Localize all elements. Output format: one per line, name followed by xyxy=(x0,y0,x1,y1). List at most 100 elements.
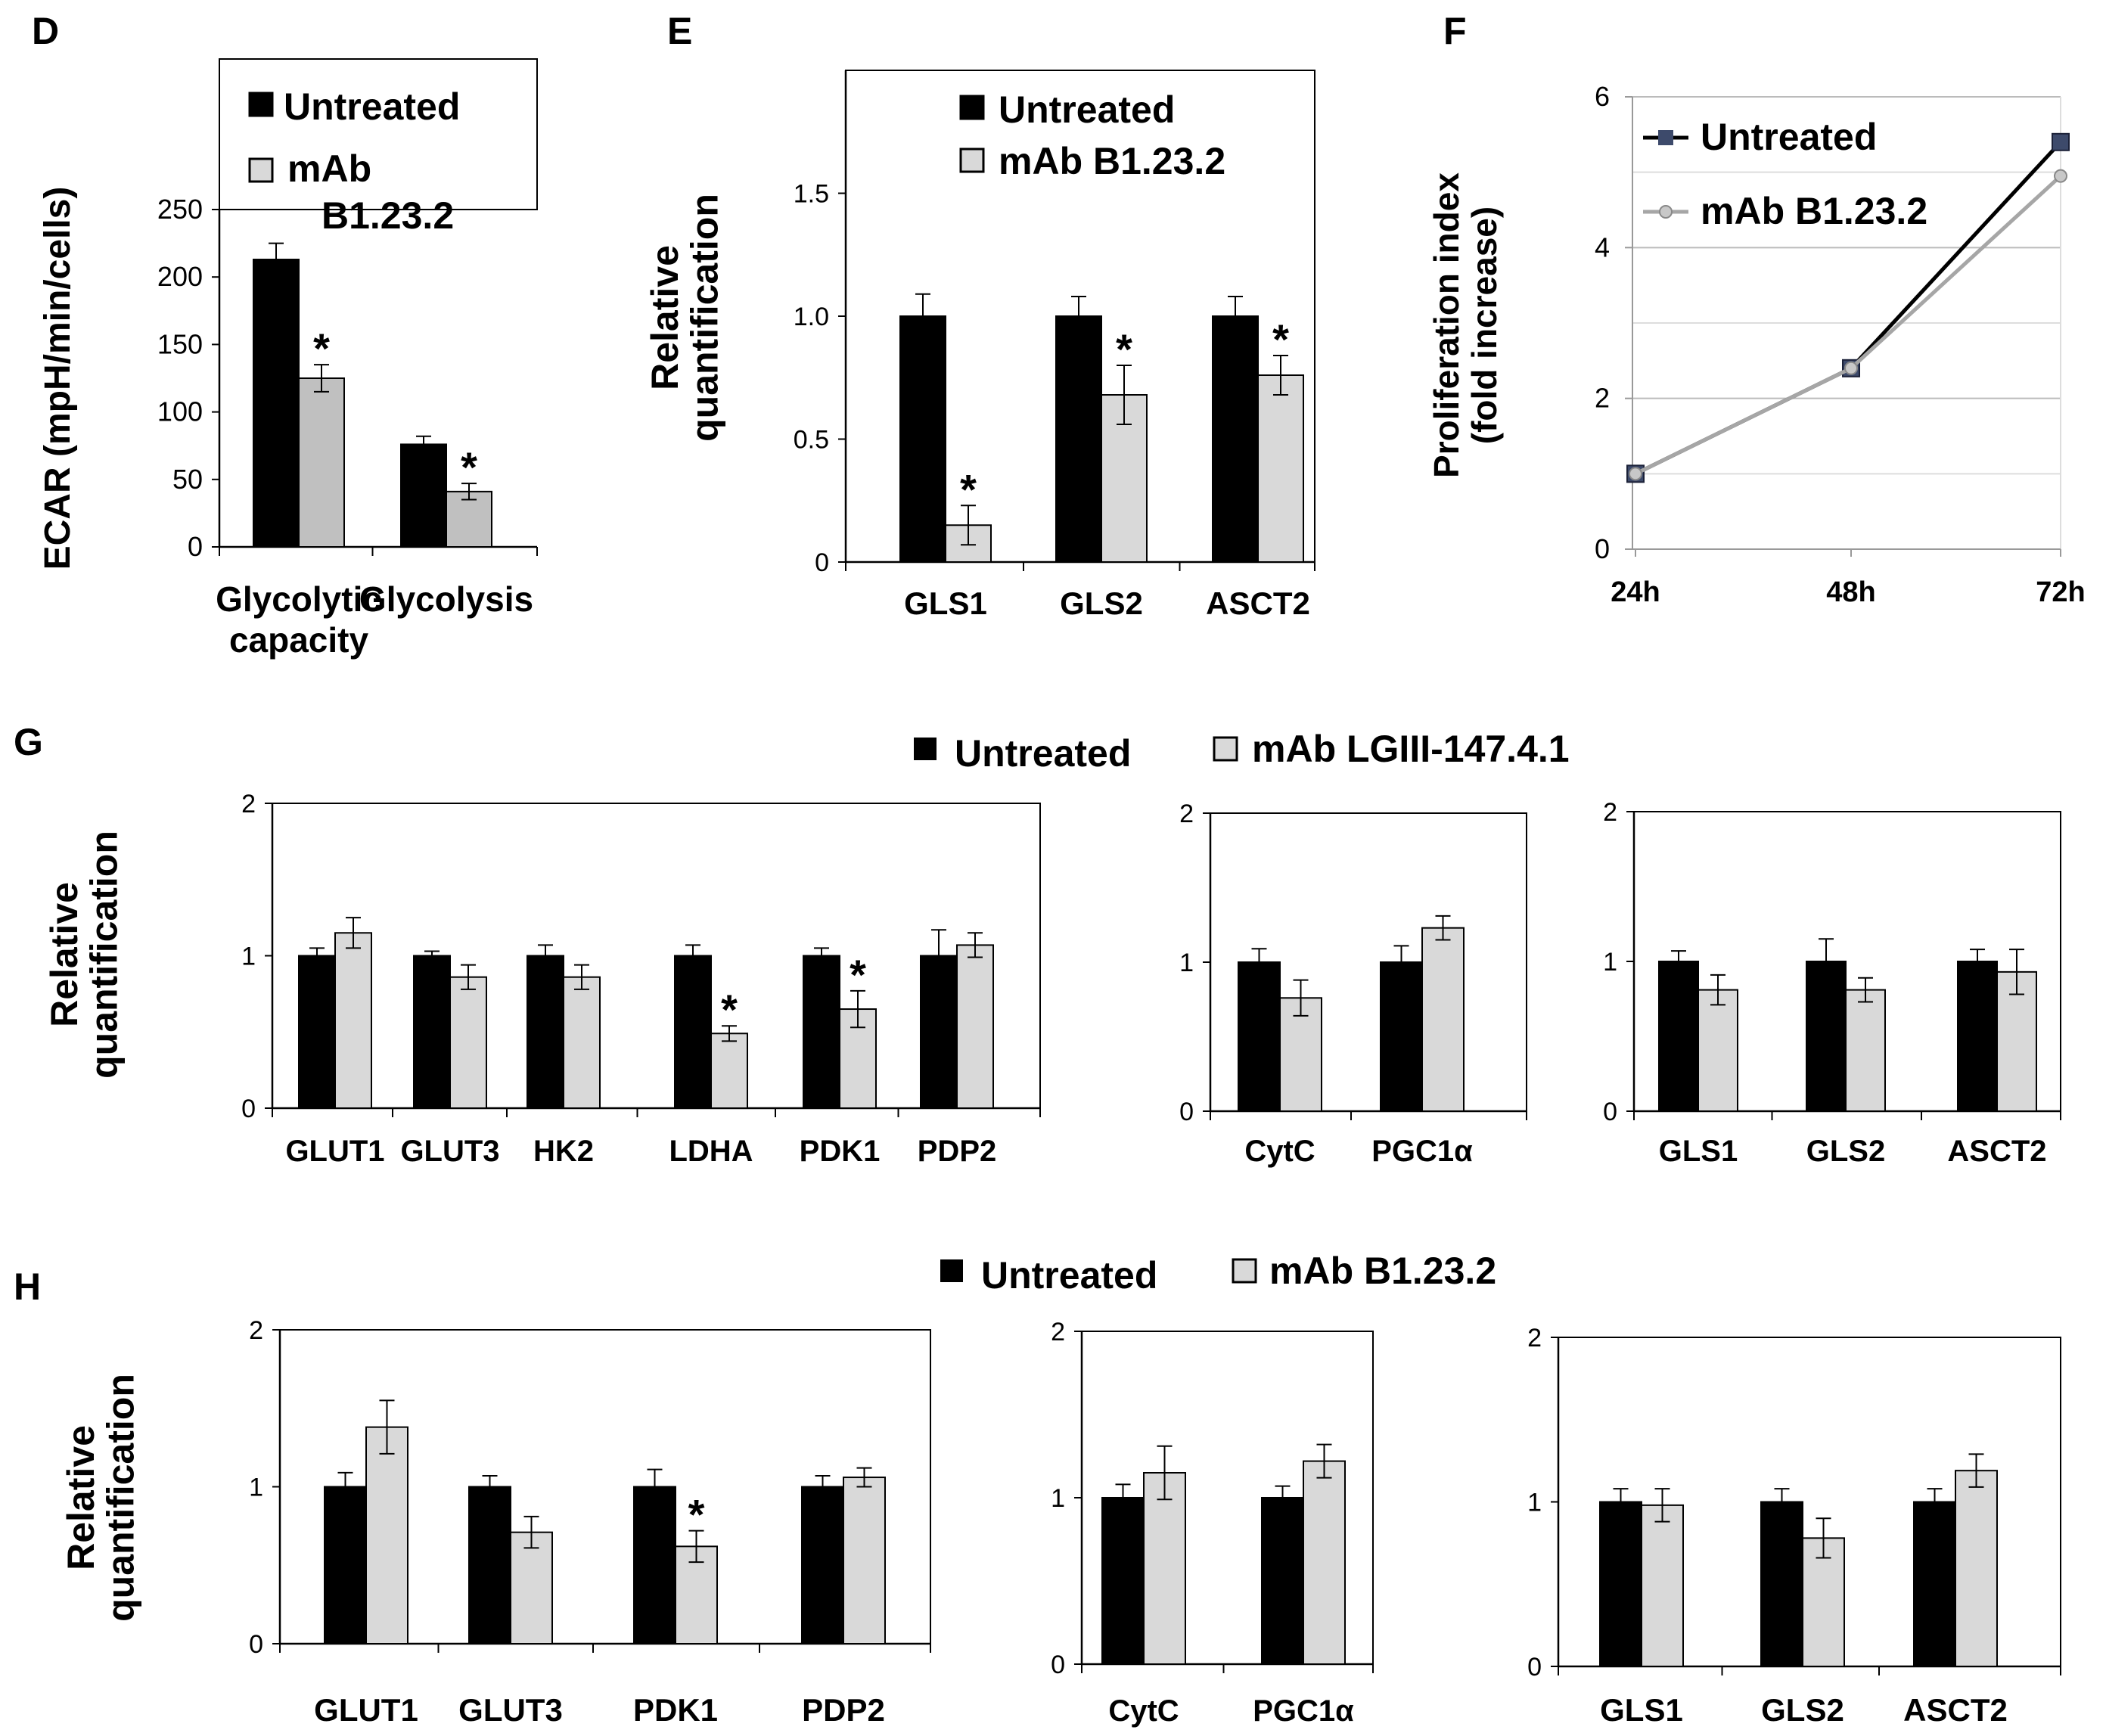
chart-g1-category-label: PDP2 xyxy=(918,1135,997,1168)
chart-h1-bar-treated-pdp2 xyxy=(843,1477,886,1645)
chart-d-category-label: Glycolytic xyxy=(216,579,382,619)
chart-h3-y-tick-label: 1 xyxy=(1527,1489,1542,1517)
chart-h1-bar-untreated-pdp2 xyxy=(801,1486,844,1644)
chart-g1-bar-treated-pdp2 xyxy=(956,944,994,1110)
chart-e-bar-untreated-gls1 xyxy=(899,315,946,563)
chart-d-bar-treated-glycolytic-capacity xyxy=(298,377,345,548)
chart-e-bar-untreated-asct2 xyxy=(1212,315,1259,563)
chart-g1-y-axis-label: Relative xyxy=(43,882,85,1027)
chart-f-y-tick-label: 6 xyxy=(1595,81,1610,112)
chart-e-category-label: GLS1 xyxy=(904,585,987,621)
chart-h3-category-label: GLS2 xyxy=(1761,1692,1844,1728)
chart-h3-y-tick-label: 0 xyxy=(1527,1653,1542,1682)
legend-g-swatch-untreated xyxy=(914,738,937,760)
chart-h1-category-label: PDK1 xyxy=(633,1692,718,1728)
chart-g1-bar-untreated-ldha xyxy=(674,955,712,1109)
chart-e-significance-star: * xyxy=(960,465,977,513)
chart-h1-category-label: GLUT3 xyxy=(458,1692,563,1728)
legend-h-swatch-untreated xyxy=(940,1259,963,1282)
chart-g2-category-label: CytC xyxy=(1244,1135,1315,1168)
chart-h1-y-tick-label: 0 xyxy=(249,1630,263,1659)
chart-h3-bar-untreated-asct2 xyxy=(1913,1501,1956,1667)
chart-g2-bar-untreated-pgc1- xyxy=(1380,961,1423,1112)
chart-h3-bar-treated-asct2 xyxy=(1955,1470,1998,1668)
chart-e-significance-star: * xyxy=(1116,325,1132,373)
chart-g1-significance-star: * xyxy=(721,986,738,1033)
chart-g1-y-tick-label: 0 xyxy=(241,1095,256,1123)
chart-h2-y-tick-label: 0 xyxy=(1051,1651,1065,1679)
chart-g2-y-tick-label: 1 xyxy=(1179,949,1194,977)
chart-h2-y-tick-label: 2 xyxy=(1051,1318,1065,1346)
chart-g1-category-label: HK2 xyxy=(533,1135,594,1168)
chart-e-legend-swatch xyxy=(959,95,985,120)
chart-h3-y-tick-label: 2 xyxy=(1527,1324,1542,1352)
chart-h1-bar-treated-glut1 xyxy=(365,1426,408,1645)
chart-g1-bar-untreated-pdk1 xyxy=(803,955,840,1109)
chart-f-x-tick-label: 24h xyxy=(1611,576,1660,608)
chart-h3-bar-treated-gls1 xyxy=(1641,1504,1684,1667)
chart-d-y-tick-label: 250 xyxy=(157,194,203,225)
chart-g2-bar-untreated-cytc xyxy=(1238,961,1281,1112)
chart-d-legend-label: mAb xyxy=(287,148,371,190)
chart-g3-bar-untreated-gls1 xyxy=(1658,961,1699,1112)
chart-g1-bar-untreated-pdp2 xyxy=(920,955,958,1109)
chart-d-legend-frame xyxy=(219,58,538,210)
chart-h2-bar-treated-pgc1- xyxy=(1303,1460,1346,1665)
chart-h2-category-label: CytC xyxy=(1108,1694,1179,1728)
panel-letter-g: G xyxy=(14,721,43,763)
chart-e-legend-label: mAb B1.23.2 xyxy=(999,140,1225,182)
chart-h1-bar-untreated-glut1 xyxy=(324,1486,367,1644)
chart-g3-bar-untreated-gls2 xyxy=(1806,961,1847,1112)
chart-e-significance-star: * xyxy=(1272,315,1289,363)
chart-g1-category-label: GLUT1 xyxy=(285,1135,384,1168)
chart-h1-y-axis-label: Relative xyxy=(60,1425,102,1570)
chart-h1-y-axis-label: quantification xyxy=(99,1374,141,1622)
chart-h3-bar-untreated-gls2 xyxy=(1760,1501,1803,1667)
chart-e-category-label: GLS2 xyxy=(1060,585,1143,621)
legend-h: Untreated mAb B1.23.2 xyxy=(940,1250,1496,1297)
chart-g1-bar-treated-hk2 xyxy=(563,976,601,1109)
chart-e-bar-treated-asct2 xyxy=(1257,374,1304,563)
chart-g3-bar-untreated-asct2 xyxy=(1957,961,1998,1112)
chart-g3: 0 1 2 GLS1 GLS2 ASCT2 xyxy=(1603,798,2061,1168)
chart-f-x-tick-label: 72h xyxy=(2036,576,2085,608)
chart-h3-category-label: ASCT2 xyxy=(1903,1692,2008,1728)
chart-g3-y-tick-label: 0 xyxy=(1603,1098,1617,1126)
chart-g1-significance-star: * xyxy=(850,951,866,998)
chart-f-point-treated xyxy=(1844,361,1858,375)
chart-e-bar-untreated-gls2 xyxy=(1055,315,1102,563)
chart-e-category-label: ASCT2 xyxy=(1206,585,1310,621)
panel-letter-e: E xyxy=(667,10,692,52)
chart-h2-y-tick-label: 1 xyxy=(1051,1484,1065,1513)
chart-h3: 0 1 2 GLS1 GLS2 ASCT2 xyxy=(1527,1324,2061,1728)
chart-g3-bar-treated-gls2 xyxy=(1845,989,1886,1112)
panel-letter-f: F xyxy=(1443,10,1467,52)
chart-g1-y-tick-label: 2 xyxy=(241,790,256,818)
chart-g3-category-label: ASCT2 xyxy=(1947,1135,2046,1168)
chart-d-significance-star: * xyxy=(313,325,330,372)
chart-g1-bar-untreated-glut1 xyxy=(298,955,336,1109)
chart-h1-y-tick-label: 2 xyxy=(249,1316,263,1345)
chart-e-legend-swatch xyxy=(959,148,985,173)
chart-g1-bar-treated-glut1 xyxy=(334,932,372,1110)
chart-g1-bar-untreated-glut3 xyxy=(413,955,451,1109)
chart-g1-bar-treated-ldha xyxy=(710,1033,748,1110)
chart-h1: 0 1 2 GLUT1 GLUT3 * PDK1 PDP2 Relativequantifica… xyxy=(60,1316,931,1728)
chart-d-bar-untreated-glycolysis xyxy=(400,443,447,548)
chart-g1-bar-untreated-hk2 xyxy=(526,955,564,1109)
legend-g-label-treated: mAb LGIII-147.4.1 xyxy=(1252,728,1570,770)
chart-d-y-axis-label: ECAR (mpH/min/cells) xyxy=(38,187,78,570)
chart-d-category-label: capacity xyxy=(229,620,369,660)
chart-g2: 0 1 2 CytC PGC1α xyxy=(1179,800,1527,1168)
chart-g3-y-tick-label: 2 xyxy=(1603,798,1617,827)
chart-d-y-tick-label: 150 xyxy=(157,328,203,359)
chart-d-bar-untreated-glycolytic-capacity xyxy=(253,259,300,548)
chart-g3-y-tick-label: 1 xyxy=(1603,948,1617,977)
chart-h1-category-label: PDP2 xyxy=(802,1692,885,1728)
chart-d-legend-swatch xyxy=(248,92,274,117)
chart-h1-y-tick-label: 1 xyxy=(249,1474,263,1502)
chart-f-point-untreated xyxy=(2052,132,2070,151)
chart-d-y-tick-label: 50 xyxy=(172,464,203,495)
chart-e-y-tick-label: 0 xyxy=(815,548,829,577)
chart-h3-bar-treated-gls2 xyxy=(1802,1537,1845,1667)
